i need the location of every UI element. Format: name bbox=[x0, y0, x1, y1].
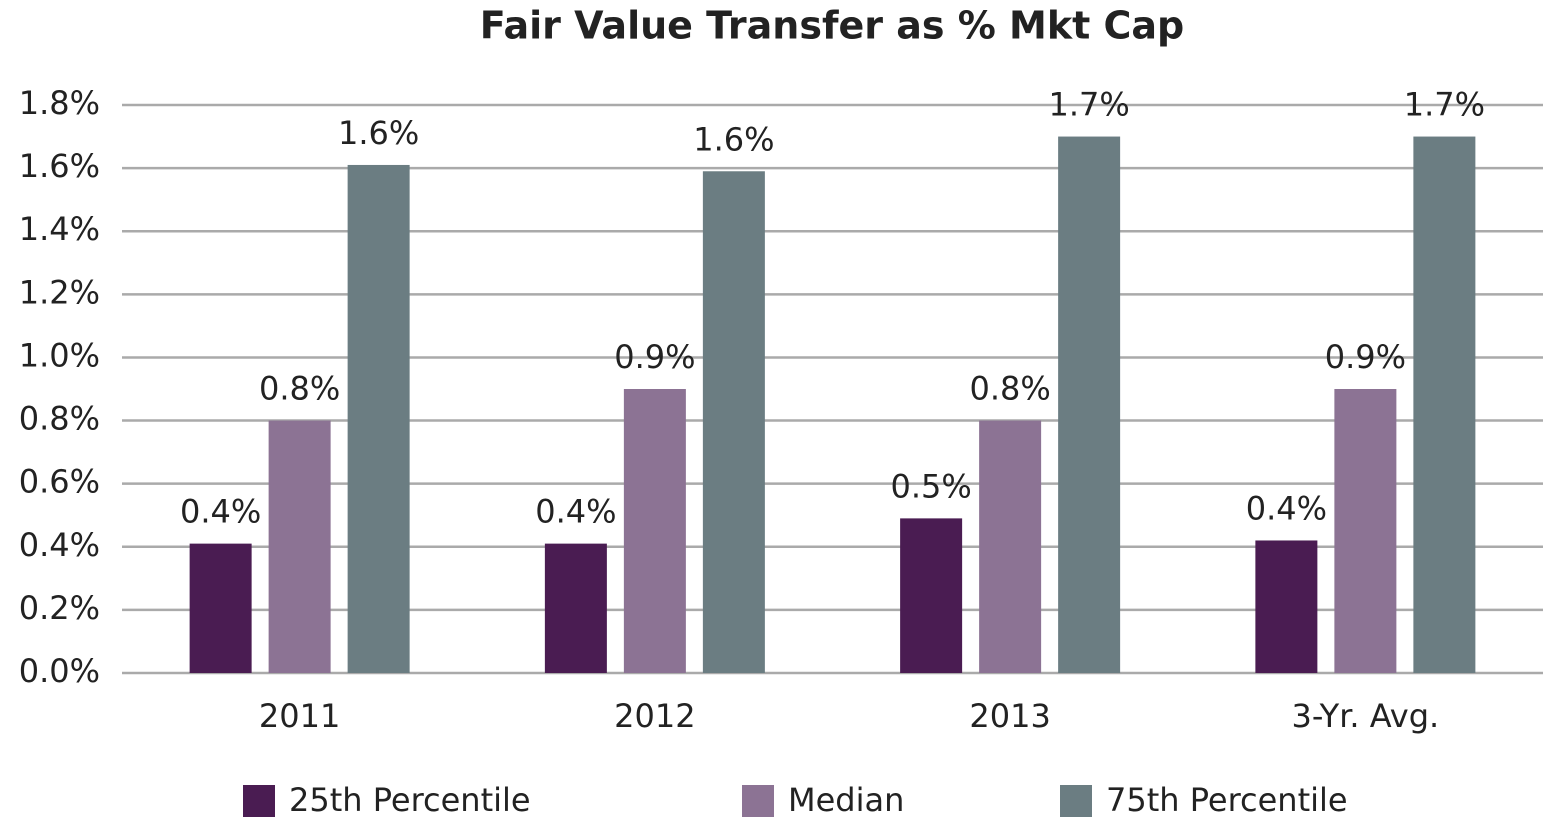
value-label: 1.6% bbox=[338, 114, 419, 152]
legend-swatch bbox=[1060, 785, 1092, 817]
x-tick-label: 2012 bbox=[614, 697, 695, 735]
value-label: 0.4% bbox=[180, 493, 261, 531]
value-label: 1.6% bbox=[693, 120, 774, 158]
y-tick-label: 0.0% bbox=[19, 652, 100, 690]
value-label: 0.4% bbox=[1246, 489, 1327, 527]
bar bbox=[623, 389, 686, 673]
bar bbox=[1334, 389, 1397, 673]
y-tick-label: 1.2% bbox=[19, 273, 100, 311]
y-tick-label: 1.0% bbox=[19, 336, 100, 374]
legend-swatch bbox=[742, 785, 774, 817]
y-tick-label: 0.2% bbox=[19, 589, 100, 627]
value-label: 0.9% bbox=[1325, 338, 1406, 376]
value-label: 0.8% bbox=[259, 370, 340, 408]
bar bbox=[268, 420, 331, 673]
legend-label: Median bbox=[788, 781, 904, 819]
bar bbox=[189, 543, 252, 673]
chart-title: Fair Value Transfer as % Mkt Cap bbox=[480, 4, 1185, 48]
y-tick-label: 0.8% bbox=[19, 400, 100, 438]
x-tick-label: 3-Yr. Avg. bbox=[1292, 697, 1440, 735]
value-label: 1.7% bbox=[1404, 86, 1485, 124]
legend-label: 25th Percentile bbox=[289, 781, 531, 819]
y-tick-label: 1.4% bbox=[19, 210, 100, 248]
y-tick-label: 0.6% bbox=[19, 463, 100, 501]
y-tick-label: 1.6% bbox=[19, 147, 100, 185]
value-label: 0.4% bbox=[535, 493, 616, 531]
legend-swatch bbox=[243, 785, 275, 817]
x-tick-label: 2011 bbox=[259, 697, 340, 735]
value-label: 0.9% bbox=[614, 338, 695, 376]
bar bbox=[544, 543, 607, 673]
legend-label: 75th Percentile bbox=[1106, 781, 1348, 819]
bar bbox=[347, 164, 410, 673]
y-tick-label: 0.4% bbox=[19, 526, 100, 564]
bar bbox=[979, 420, 1042, 673]
value-label: 0.5% bbox=[890, 467, 971, 505]
y-tick-label: 1.8% bbox=[19, 84, 100, 122]
bar bbox=[1255, 540, 1318, 673]
x-tick-label: 2013 bbox=[969, 697, 1050, 735]
bar bbox=[1058, 136, 1121, 674]
bar bbox=[900, 518, 963, 673]
bar bbox=[702, 171, 765, 673]
value-label: 0.8% bbox=[969, 370, 1050, 408]
value-label: 1.7% bbox=[1048, 86, 1129, 124]
bar bbox=[1413, 136, 1476, 674]
